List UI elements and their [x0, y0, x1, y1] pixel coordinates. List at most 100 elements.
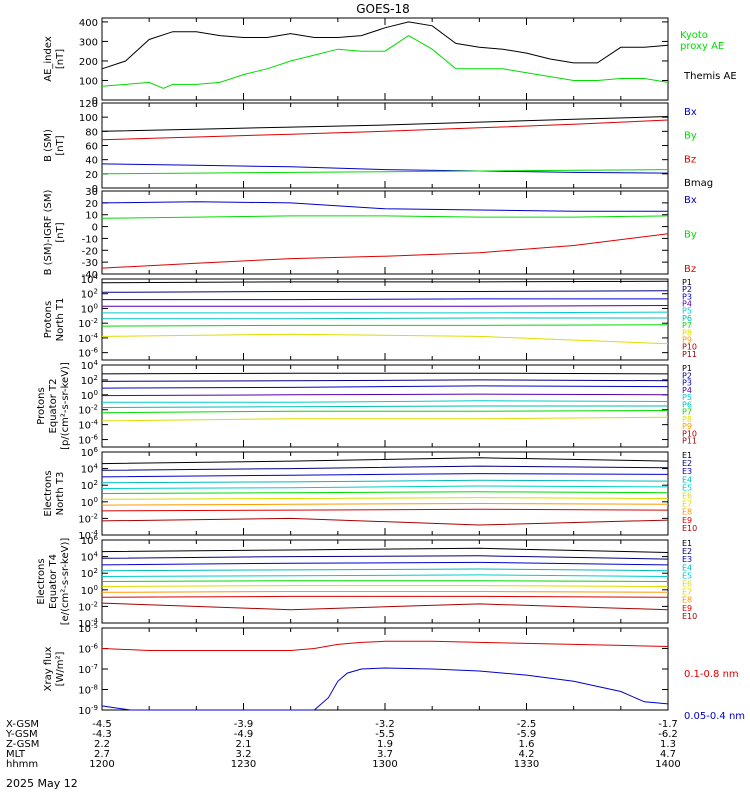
series-line-e7	[101, 497, 669, 500]
legend-entry: E2	[682, 547, 692, 556]
series-line-e4	[101, 568, 669, 572]
legend-entry: P10	[682, 429, 697, 438]
panel-2: 0 20 40 60 80 100 120 B (SM) [nT] Bx By Bz Bmag	[43, 99, 713, 195]
series-line-0-1-0-8-nm	[101, 640, 669, 651]
legend-entry: P3	[682, 379, 692, 388]
ephemeris-value: 4.2	[519, 749, 535, 760]
legend-entry: P1	[682, 278, 692, 287]
y-axis-label: B (SM)-IGRF (SM)	[43, 190, 54, 276]
y-tick-label: 10-4	[78, 332, 98, 345]
y-axis-label: Equator T4	[48, 554, 59, 609]
ephemeris-value: -4.9	[234, 729, 254, 740]
legend-entry: E8	[682, 508, 692, 517]
series-line-e8	[101, 591, 669, 593]
y-tick-label: 10-7	[78, 663, 98, 676]
series-line-e6	[101, 580, 669, 582]
y-tick-label: 10-2	[78, 600, 98, 613]
series-line-e10	[101, 517, 669, 526]
y-tick-label: 10-2	[78, 317, 98, 330]
ephemeris-value: 3.7	[377, 749, 393, 760]
y-axis-label: B (SM)	[43, 129, 54, 162]
legend-entry: 0.1-0.8 nm	[684, 669, 739, 680]
y-axis-label: Electrons	[43, 470, 54, 516]
series-line-e1	[101, 547, 669, 553]
y-tick-label: 10-9	[78, 704, 98, 717]
y-tick-label: 400	[79, 18, 98, 29]
legend-entry: E1	[682, 451, 692, 460]
series-line-e7	[101, 585, 669, 587]
legend-entry: P7	[682, 408, 692, 417]
legend-entry: E3	[682, 555, 692, 564]
panel-5: 10-6 10-4 10-2 100 102 104 Protons Equator T2 [p…	[36, 359, 697, 450]
legend-entry: P5	[682, 307, 692, 316]
legend-entry: P2	[682, 285, 692, 294]
y-axis-label: Protons	[43, 301, 54, 338]
panel-8: 10-9 10-8 10-7 10-6 10-5 Xray flux [W/m²] 0.1-0…	[43, 622, 745, 722]
y-tick-label: 104	[81, 273, 99, 286]
series-line-bz	[101, 119, 669, 141]
legend-entry: E7	[682, 588, 692, 597]
ephemeris-value: -5.9	[517, 729, 537, 740]
y-tick-label: -20	[82, 246, 98, 257]
series-line-e5	[101, 485, 669, 489]
legend-entry: P9	[682, 335, 692, 344]
panel-frame	[101, 627, 669, 711]
y-tick-label: 80	[85, 127, 98, 138]
series-line-0-05-0-4-nm	[101, 667, 669, 711]
series-line-e2	[101, 555, 669, 560]
y-tick-label: 100	[79, 76, 98, 87]
y-tick-label: 300	[79, 37, 98, 48]
series-line-bx	[101, 163, 669, 174]
series-line-e10	[101, 602, 669, 611]
legend-entry: P2	[682, 371, 692, 380]
y-tick-label: 10-2	[78, 512, 98, 525]
series-line-btotal	[101, 116, 669, 132]
y-tick-label: 102	[81, 374, 98, 387]
legend-entry: P4	[682, 386, 692, 395]
ephemeris-value: -5.5	[375, 729, 395, 740]
legend-entry: E1	[682, 539, 692, 548]
legend-entry: E10	[682, 524, 697, 533]
ephemeris-value: 3.2	[236, 749, 252, 760]
series-line-p2	[101, 379, 669, 382]
series-line-themis-ae	[101, 21, 669, 70]
y-tick-label: 0	[92, 184, 98, 195]
y-axis-label: Protons	[36, 387, 47, 424]
series-line-e5	[101, 574, 669, 577]
date-label: 2025 May 12	[6, 777, 78, 790]
ephemeris-value: -3.2	[375, 719, 395, 730]
ephemeris-value: 1200	[89, 759, 114, 770]
series-line-bz	[101, 233, 669, 269]
y-tick-label: 10	[85, 211, 98, 222]
y-tick-label: 102	[81, 288, 98, 301]
ephemeris-row-label: hhmm	[6, 759, 38, 770]
series-line-p3	[102, 298, 668, 301]
y-tick-label: 120	[79, 99, 98, 110]
y-tick-label: -40	[82, 270, 98, 281]
y-tick-label: 104	[81, 359, 99, 372]
series-line-p4	[102, 305, 669, 307]
ephemeris-row-label: Y-GSM	[5, 729, 38, 740]
legend-entry: Bx	[684, 195, 697, 206]
legend-entry: Bz	[684, 154, 696, 165]
ephemeris-value: -6.2	[658, 729, 678, 740]
y-axis-label: [e/(cm²-s-sr-keV)]	[60, 538, 71, 626]
series-line-p7	[101, 410, 669, 414]
series-line-kyoto-proxy-ae	[101, 35, 669, 89]
ephemeris-row-label: Z-GSM	[6, 739, 39, 750]
series-line-p6	[101, 405, 668, 408]
series-line-e9	[101, 508, 669, 512]
series-line-p1	[101, 280, 669, 284]
ephemeris-value: 1.6	[519, 739, 535, 750]
y-axis-label: North T3	[55, 472, 66, 516]
ephemeris-value: 1230	[231, 759, 256, 770]
legend-entry: E2	[682, 459, 692, 468]
legend-entry: By	[684, 131, 697, 142]
series-line-e3	[101, 473, 669, 478]
y-axis-label: Equator T2	[48, 379, 59, 434]
